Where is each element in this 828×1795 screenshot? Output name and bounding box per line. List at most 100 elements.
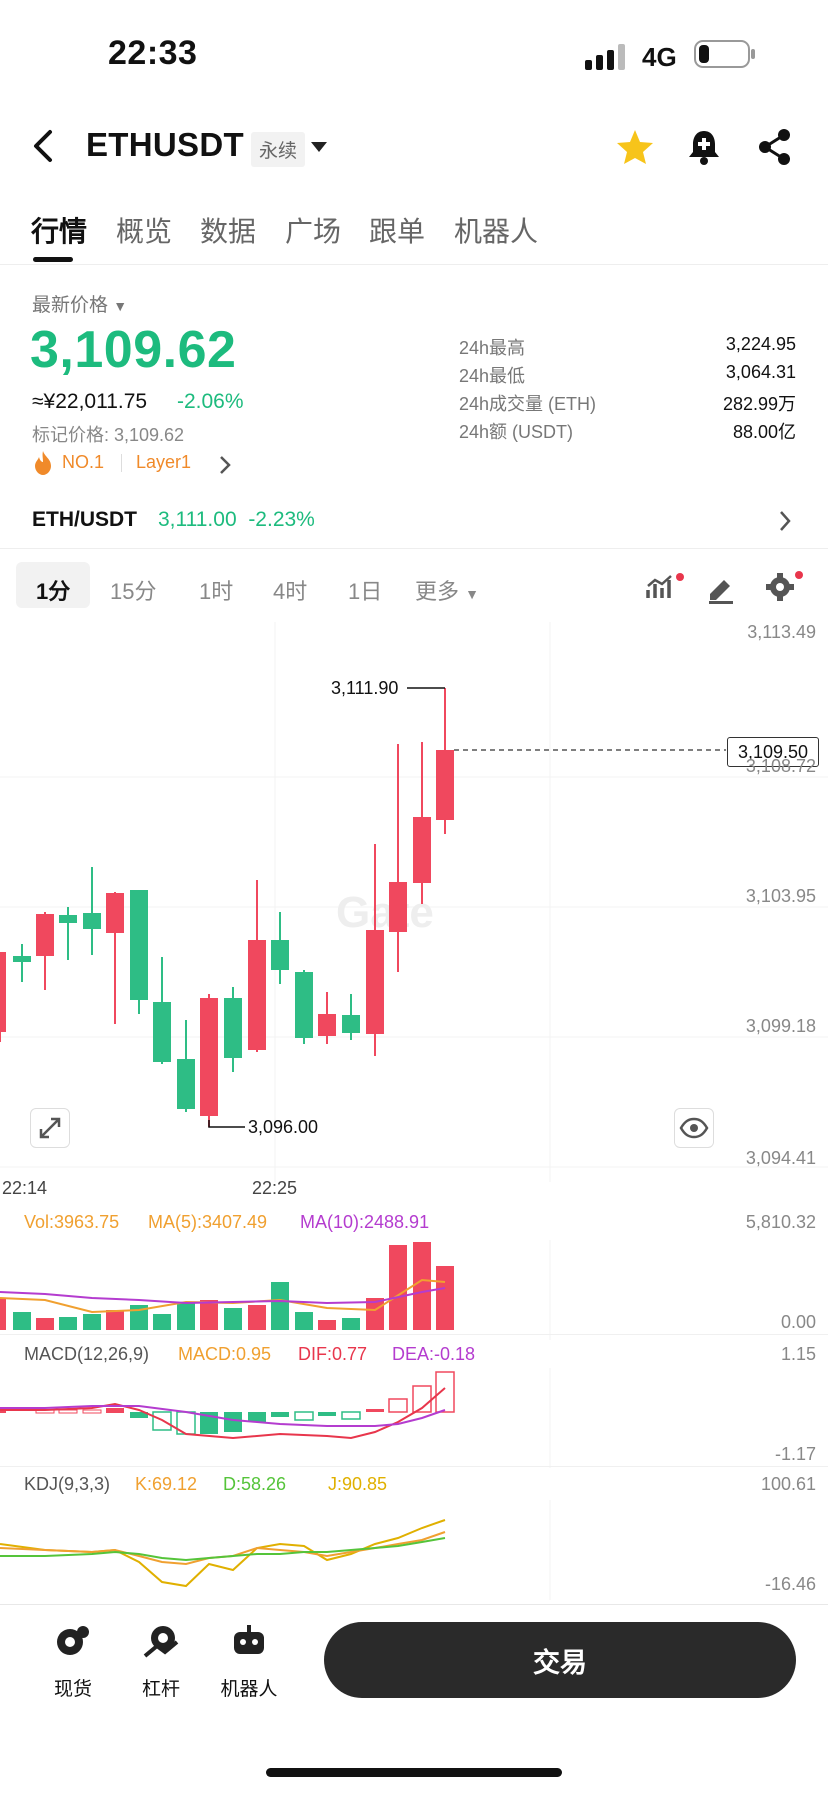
candle [366,930,384,1034]
kdj-title: KDJ(9,3,3) [24,1474,111,1494]
macd-axis-min: -1.17 [774,1444,816,1464]
time-axis-label: 22:14 [2,1178,48,1198]
candle [0,952,6,1032]
candle [413,817,431,883]
low-marker-line [208,1120,245,1128]
network-type: 4G [642,42,677,72]
divider [0,1466,828,1467]
price-axis-label: 3,108.72 [745,756,816,776]
timeframe-1h[interactable]: 1时 [199,579,234,604]
timeframe-15m[interactable]: 15分 [110,579,157,604]
share-icon[interactable] [757,128,793,166]
candle [436,750,454,820]
fire-icon [35,451,51,475]
kdj-j: J:90.85 [328,1474,388,1494]
tab-data[interactable]: 数据 [200,216,257,247]
caret-down-icon: ▼ [465,586,479,602]
candle [224,998,242,1058]
candle [59,915,77,923]
candle [248,940,266,1050]
spot-pair-last: 3,111.00 [158,508,237,531]
macd-axis-max: 1.15 [780,1344,816,1364]
status-time: 22:33 [108,34,198,72]
timeframe-1m[interactable]: 1分 [36,579,71,604]
timeframe-1d[interactable]: 1日 [348,579,383,604]
candle [271,940,289,970]
tab-market[interactable]: 行情 [31,216,88,247]
volume-ma10: MA(10):2488.91 [300,1212,430,1232]
kdj-d-line [0,1537,446,1562]
tab-overview[interactable]: 概览 [116,216,173,247]
trade-button[interactable]: 交易 [324,1622,796,1698]
kdj-axis-min: -16.46 [764,1574,816,1594]
stat-24h-turnover-label: 24h额 (USDT) [459,422,574,442]
time-axis-label: 22:25 [252,1178,298,1198]
candle [389,882,407,932]
volume-ma10-line [0,1287,446,1305]
tab-copy-trading[interactable]: 跟单 [369,216,426,247]
nav-label: 杠杆 [141,1679,180,1700]
nav-margin[interactable]: 杠杆 [116,1624,206,1700]
kdj-axis-max: 100.61 [760,1474,816,1494]
nav-spot[interactable]: 现货 [28,1624,118,1700]
visibility-toggle-button[interactable] [674,1108,714,1148]
rank-badge[interactable]: NO.1 [62,452,105,472]
spot-pair-name[interactable]: ETH/USDT [32,508,137,531]
price-axis-label: 3,094.41 [745,1148,816,1168]
volume-value: Vol:3963.75 [24,1212,120,1232]
draw-tool-icon[interactable] [706,572,736,604]
expand-icon [39,1117,61,1139]
caret-down-icon: ▼ [113,298,128,314]
volume-ma5: MA(5):3407.49 [148,1212,268,1232]
stat-24h-low-label: 24h最低 [459,366,526,386]
price-alert-icon[interactable] [686,128,722,166]
symbol-title[interactable]: ETHUSDT [86,126,244,163]
timeframe-selected-bg [16,562,90,608]
battery-icon [694,40,755,68]
star-icon[interactable] [615,128,655,166]
sector-tag[interactable]: Layer1 [136,452,192,472]
caret-down-icon[interactable] [310,140,328,154]
indicators-icon[interactable] [645,572,685,604]
cny-price: ≈¥22,011.75 [32,390,148,413]
change-percent: -2.06% [177,390,244,413]
divider [0,548,828,549]
high-annotation: 3,111.90 [331,678,399,698]
candle [295,972,313,1038]
candle [200,998,218,1116]
stat-24h-volume-label: 24h成交量 (ETH) [459,394,597,414]
kdj-j-line [0,1519,446,1588]
volume-axis-max: 5,810.32 [745,1212,816,1232]
macd-dea: DEA:-0.18 [392,1344,476,1364]
spot-pair-price: 3,111.00 -2.23% [158,508,315,532]
nav-bots[interactable]: 机器人 [204,1624,294,1700]
stat-24h-high-value: 3,224.95 [725,334,796,354]
kdj-k: K:69.12 [135,1474,198,1494]
eye-icon [679,1117,709,1139]
stat-24h-turnover-value: 88.00亿 [732,422,796,442]
chevron-right-icon[interactable] [218,455,232,475]
divider [121,454,122,472]
nav-label: 现货 [53,1679,92,1700]
macd-value: MACD:0.95 [178,1344,272,1364]
candle [106,893,124,933]
spot-pair-change: -2.23% [248,508,315,531]
settings-icon[interactable] [764,570,804,604]
spot-icon [57,1626,89,1655]
timeframe-4h[interactable]: 4时 [273,579,308,604]
macd-dif: DIF:0.77 [298,1344,368,1364]
chevron-right-icon[interactable] [778,510,792,532]
latest-price-label[interactable]: 最新价格 ▼ [32,290,127,317]
price-chart[interactable]: Gate [0,622,828,1182]
margin-icon [143,1626,179,1658]
kdj-chart [0,1500,551,1600]
tab-bots[interactable]: 机器人 [454,216,539,247]
fullscreen-button[interactable] [30,1108,70,1148]
tab-square[interactable]: 广场 [285,216,342,247]
macd-chart [0,1368,551,1468]
tab-underline [33,257,73,262]
timeframe-more[interactable]: 更多 ▼ [415,574,479,606]
price-axis-label: 3,099.18 [745,1016,816,1036]
last-price: 3,109.62 [30,321,237,379]
back-icon[interactable] [30,128,58,164]
